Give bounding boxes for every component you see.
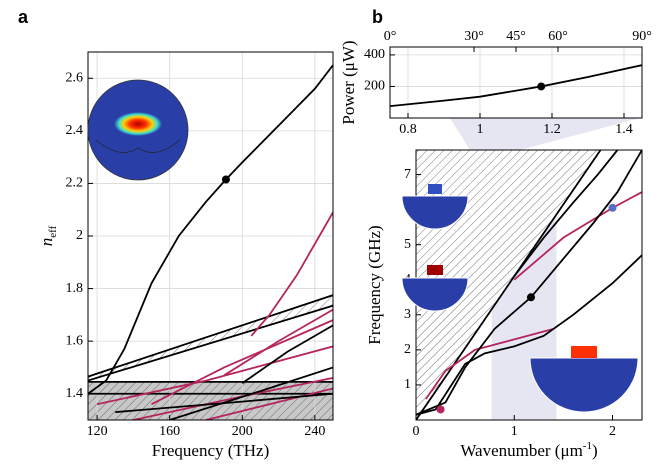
curve — [513, 150, 619, 277]
x-label-text: Wavenumber (μm — [460, 441, 582, 460]
x-tick-label: 200 — [232, 424, 253, 439]
y-tick-label: 2.2 — [66, 176, 84, 191]
zoom-funnel — [450, 118, 640, 150]
y-tick-label: 2.6 — [66, 71, 84, 86]
marker — [537, 82, 546, 91]
curve — [250, 211, 333, 337]
curve — [88, 294, 333, 378]
y-tick-label: 3 — [404, 307, 411, 322]
x-tick-label: 160 — [159, 424, 180, 439]
y-axis-label: neff — [37, 225, 59, 246]
marker — [436, 405, 445, 414]
y-tick-label: 400 — [364, 47, 385, 62]
curve — [115, 392, 333, 414]
x-tick-label: 0 — [413, 424, 420, 439]
marker — [221, 175, 230, 184]
y-label-sub: eff — [47, 225, 59, 237]
x-label-text: Frequency (THz) — [152, 441, 270, 460]
frame — [389, 46, 643, 119]
y-label-text: Power (μW) — [339, 40, 358, 124]
curve — [513, 191, 642, 281]
curve — [88, 64, 333, 395]
y-tick-label: 2.4 — [66, 123, 84, 138]
x-tick-label: 120 — [87, 424, 108, 439]
marker — [608, 203, 617, 212]
curve — [151, 319, 333, 406]
plots: 120 160 200 2401.41.61.822.22.42.6Frequency… — [18, 7, 652, 460]
insets — [87, 79, 639, 413]
x-tick-label: 1.4 — [615, 122, 633, 137]
y-tick-label: 1.4 — [66, 386, 84, 401]
region-hatch — [88, 381, 333, 420]
x2-tick-label: 90° — [632, 29, 652, 44]
x-axis-label: Frequency (THz) — [152, 441, 270, 460]
y-tick-label: 2 — [404, 342, 411, 357]
y-label-text: Frequency (GHz) — [365, 225, 384, 344]
x-tick-label: 2 — [609, 424, 616, 439]
plot-area — [390, 47, 642, 118]
x-tick-label: 1.2 — [543, 122, 561, 137]
y-tick-label: 1.6 — [66, 333, 84, 348]
curve — [416, 150, 602, 420]
x-tick-label: 0.8 — [399, 122, 417, 137]
x-tick-label: 1 — [511, 424, 518, 439]
curve — [88, 304, 333, 382]
curve — [205, 387, 333, 420]
curve — [416, 254, 642, 416]
plot-area — [416, 150, 642, 420]
x2-tick-label: 60° — [548, 29, 568, 44]
x-tick-label: 240 — [304, 424, 325, 439]
x-label-sup: -1 — [583, 440, 592, 452]
x2-tick-label: 45° — [506, 29, 526, 44]
x-label-end: ) — [592, 441, 598, 460]
curve — [425, 327, 554, 400]
x-axis-label: Wavenumber (μm-1) — [460, 440, 597, 460]
plot-area — [88, 52, 333, 420]
panel-label: b — [372, 7, 383, 27]
x-tick-label: 1 — [477, 122, 484, 137]
x2-tick-label: 0° — [384, 29, 397, 44]
marker — [526, 293, 535, 302]
curve — [169, 366, 333, 420]
y-tick-label: 2 — [76, 228, 83, 243]
y-axis-label: Frequency (GHz) — [365, 225, 384, 344]
y-tick-label: 7 — [404, 167, 411, 182]
y-tick-label: 5 — [404, 237, 411, 252]
curve — [96, 345, 333, 406]
curve — [223, 308, 333, 377]
curve — [390, 64, 642, 108]
y-label-text: n — [37, 238, 56, 247]
curve — [241, 324, 333, 384]
y-axis-label: Power (μW) — [339, 40, 358, 124]
region-hatch — [88, 295, 333, 381]
y-tick-label: 1.8 — [66, 281, 84, 296]
x2-tick-label: 30° — [464, 29, 484, 44]
y-tick-label: 200 — [364, 79, 385, 94]
panel-label: a — [18, 7, 29, 27]
y-tick-label: 1 — [404, 377, 411, 392]
